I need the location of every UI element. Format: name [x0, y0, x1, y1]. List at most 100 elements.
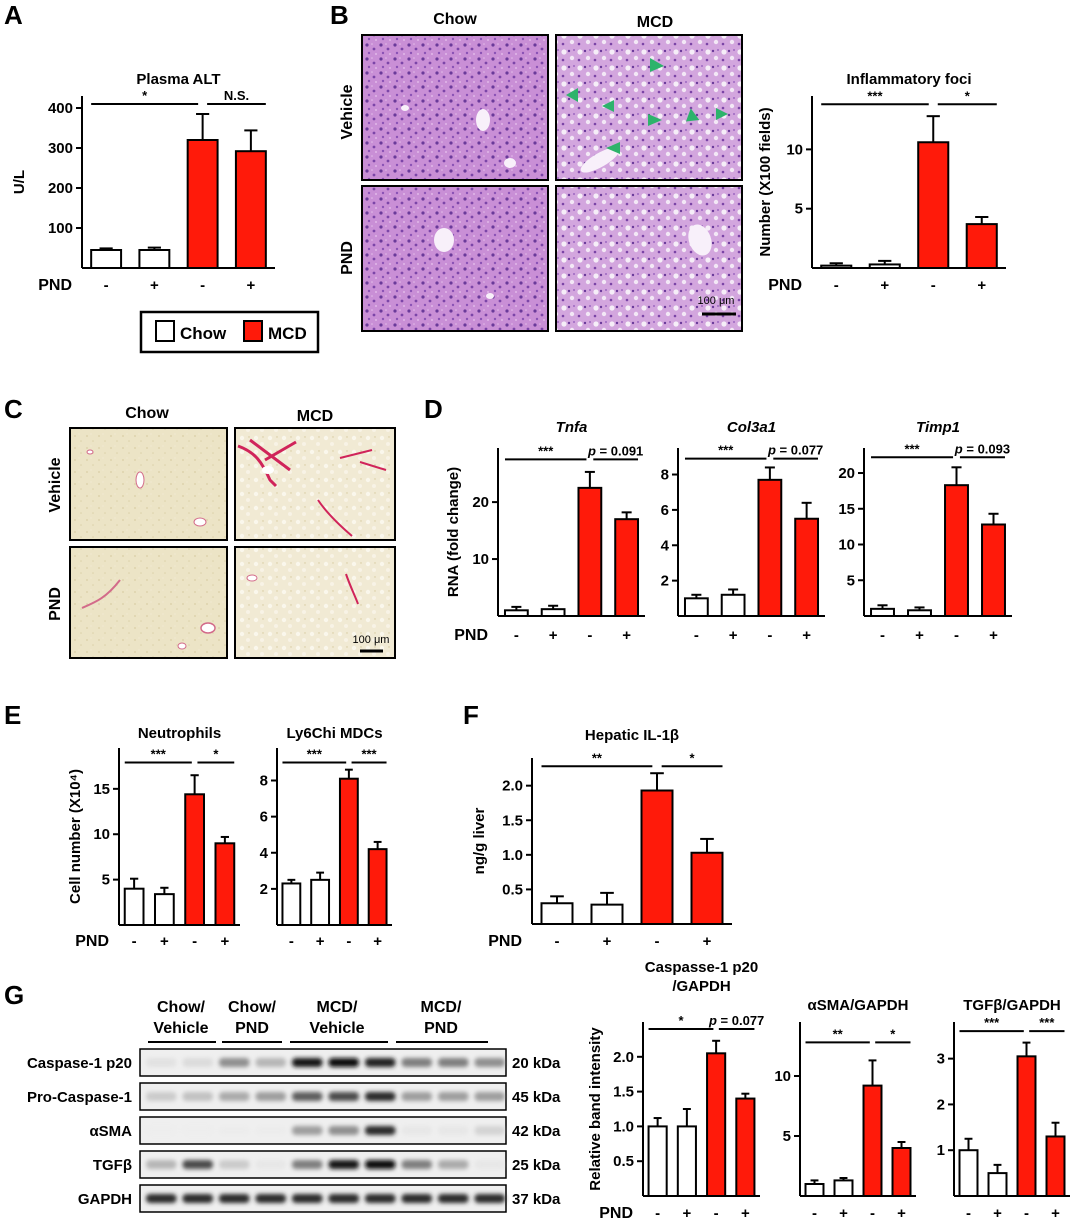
blot-band: [182, 1194, 213, 1203]
b-image-mcd-vehicle: [555, 34, 743, 181]
bar: [1045, 1135, 1066, 1197]
blot-band: [474, 1194, 505, 1203]
y-tick-label: 15: [93, 781, 110, 798]
bar: [234, 150, 267, 269]
blot-group-label-line: MCD/: [317, 999, 358, 1016]
legend: Chow MCD: [139, 310, 320, 354]
b-image-chow-vehicle: [361, 34, 549, 181]
y-axis-label: RNA (fold change): [445, 467, 462, 597]
x-category-label: -: [767, 627, 772, 644]
chart-title: Neutrophils: [138, 725, 221, 742]
blot-band: [474, 1092, 505, 1101]
x-category-label: -: [104, 277, 109, 294]
x-category-label: -: [192, 933, 197, 950]
x-category-label: +: [373, 933, 382, 950]
blot-band: [292, 1160, 323, 1169]
blot-protein-label: αSMA: [89, 1123, 132, 1140]
c-image-chow-pnd: [69, 546, 228, 659]
x-category-label: +: [682, 1205, 691, 1222]
y-tick-label: 2.0: [613, 1049, 634, 1066]
chart-title: Inflammatory foci: [846, 71, 971, 88]
blot-band: [182, 1160, 213, 1169]
significance-label: *: [690, 750, 696, 765]
arrowhead-icon: [716, 108, 728, 120]
y-tick-label: 0.5: [502, 881, 523, 898]
chart-title: Timp1: [916, 419, 960, 436]
x-category-label: -: [655, 1205, 660, 1222]
c-scale-label: 100 μm: [353, 634, 390, 646]
y-tick-label: 6: [260, 809, 268, 826]
panel-letter-e: E: [4, 700, 21, 730]
chart-title-line: Col3a1: [727, 419, 776, 436]
x-category-label: -: [555, 933, 560, 950]
x-category-label: +: [603, 933, 612, 950]
x-category-label: +: [703, 933, 712, 950]
panel-letter-b: B: [330, 0, 349, 30]
blot-band: [328, 1092, 359, 1101]
x-category-label: +: [989, 627, 998, 644]
panel-b-micrographs: Chow MCD Vehicle PND: [339, 11, 743, 332]
y-tick-label: 20: [838, 465, 855, 482]
blot-band: [365, 1092, 396, 1101]
chart-title: Hepatic IL-1β: [585, 727, 679, 744]
bar-charts: Plasma ALT U/L 100 200 300 400 - + - + PND * N.S. Inf…: [11, 71, 1070, 1222]
b-scale-label: 100 μm: [698, 295, 735, 307]
significance-label: p = 0.077: [708, 1013, 764, 1028]
chart-title-line: Ly6Chi MDCs: [286, 725, 382, 742]
bar: [891, 1147, 912, 1197]
blot-band: [401, 1058, 432, 1067]
bar: [706, 1052, 727, 1197]
significance-label: *: [678, 1013, 684, 1028]
y-axis-label: Relative band intensity: [587, 1027, 604, 1191]
bar: [757, 478, 783, 617]
chart-title: Tnfa: [556, 419, 588, 436]
c-image-mcd-pnd: 100 μm: [234, 546, 396, 659]
bar: [310, 878, 331, 926]
chart-b: Inflammatory foci Number (X100 fields) 5 10…: [757, 71, 1006, 294]
significance-label: *: [142, 88, 148, 103]
bar: [281, 882, 302, 926]
bar: [138, 249, 171, 269]
blot-band: [255, 1194, 286, 1203]
significance-label: p = 0.093: [954, 441, 1010, 456]
bar: [735, 1097, 756, 1198]
chart-title-line: Inflammatory foci: [846, 71, 971, 88]
x-axis-label: PND: [454, 627, 488, 644]
bar: [965, 223, 998, 270]
x-category-label: +: [729, 627, 738, 644]
x-category-label: +: [880, 277, 889, 294]
y-tick-label: 5: [795, 201, 803, 218]
blot-band: [292, 1092, 323, 1101]
chart-title-line: αSMA/GAPDH: [808, 997, 909, 1014]
blot-band: [182, 1092, 213, 1101]
blot-kda-label: 45 kDa: [512, 1089, 561, 1106]
y-tick-label: 4: [661, 537, 670, 554]
blot-band: [146, 1126, 177, 1135]
y-tick-label: 200: [48, 180, 73, 197]
blot-band: [474, 1126, 505, 1135]
blot-group-label-line: PND: [235, 1020, 269, 1037]
legend-label-mcd: MCD: [268, 324, 307, 343]
bar: [987, 1172, 1008, 1197]
blot-kda-label: 20 kDa: [512, 1055, 561, 1072]
blot-band: [328, 1126, 359, 1135]
significance-label: ***: [718, 443, 734, 458]
blot-band: [365, 1058, 396, 1067]
blot-band: [219, 1092, 250, 1101]
x-axis-label: PND: [599, 1205, 633, 1222]
x-category-label: -: [200, 277, 205, 294]
blot-band: [146, 1160, 177, 1169]
panel-c-micrographs: Chow MCD Vehicle PND 100 μm: [47, 405, 396, 659]
blot-band: [255, 1126, 286, 1135]
significance-label: ***: [984, 1015, 1000, 1030]
panel-letter-d: D: [424, 394, 443, 424]
x-category-label: -: [289, 933, 294, 950]
bar: [540, 608, 566, 617]
bar: [367, 848, 388, 927]
blot-band: [401, 1160, 432, 1169]
panel-letter-g: G: [4, 980, 24, 1010]
chart-title-line: TGFβ/GAPDH: [963, 997, 1061, 1014]
arrowhead-icon: [648, 114, 662, 126]
blot-band: [365, 1126, 396, 1135]
